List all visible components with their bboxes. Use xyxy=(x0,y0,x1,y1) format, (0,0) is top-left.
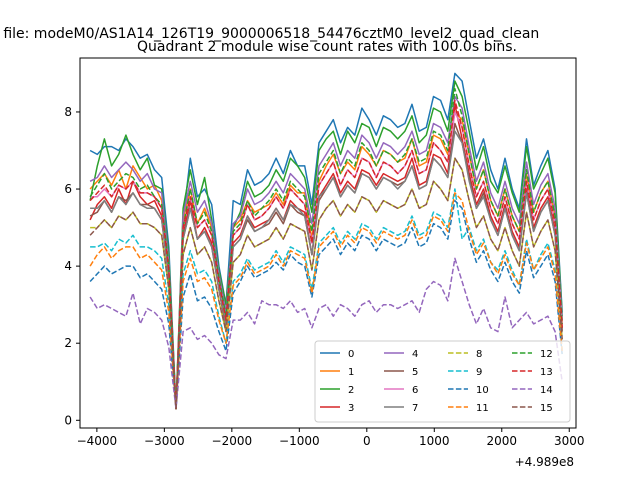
series-line-11 xyxy=(89,192,563,410)
legend-label-15: 15 xyxy=(540,403,553,414)
legend-label-8: 8 xyxy=(476,349,482,360)
legend-label-0: 0 xyxy=(348,349,354,360)
x-tick-label: −4000 xyxy=(77,434,118,448)
plot-frame xyxy=(79,57,577,429)
x-tick-label: −2000 xyxy=(212,434,253,448)
legend-label-10: 10 xyxy=(476,385,489,396)
x-axis-ticks: −4000 −3000 −2000 −1000 0 1000 2000 3000 xyxy=(77,428,585,448)
legend-label-5: 5 xyxy=(412,367,418,378)
series-line-0 xyxy=(89,72,563,410)
x-tick-label: −1000 xyxy=(279,434,320,448)
figure-suptitle: n file: modeM0/AS1A14_126T19_9000006518_… xyxy=(0,26,539,42)
series-line-9 xyxy=(90,188,563,410)
x-tick-label: 3000 xyxy=(554,434,585,448)
y-tick-label: 2 xyxy=(64,336,72,350)
x-axis-offset-label: +4.989e8 xyxy=(515,455,574,469)
legend-label-2: 2 xyxy=(348,385,354,396)
y-tick-label: 8 xyxy=(64,105,72,119)
legend-label-12: 12 xyxy=(540,349,553,360)
y-tick-label: 0 xyxy=(64,413,72,427)
series-line-10 xyxy=(89,199,563,410)
series-line-2 xyxy=(89,80,563,410)
x-tick-label: 0 xyxy=(363,434,371,448)
y-axis-ticks: 0 2 4 6 8 xyxy=(64,105,80,427)
series-line-13 xyxy=(89,99,563,410)
x-tick-label: 2000 xyxy=(486,434,517,448)
legend-label-7: 7 xyxy=(412,403,418,414)
series-layer xyxy=(89,72,563,410)
legend-label-3: 3 xyxy=(348,403,354,414)
legend-label-6: 6 xyxy=(412,385,418,396)
legend-label-4: 4 xyxy=(412,349,418,360)
chart-title: Quadrant 2 module wise count rates with … xyxy=(137,39,517,55)
legend-label-11: 11 xyxy=(476,403,489,414)
legend-label-13: 13 xyxy=(540,367,553,378)
x-tick-label: 1000 xyxy=(419,434,450,448)
legend-label-1: 1 xyxy=(348,367,354,378)
series-line-15 xyxy=(89,157,563,410)
y-tick-label: 4 xyxy=(64,259,72,273)
y-tick-label: 6 xyxy=(64,182,72,196)
legend-label-9: 9 xyxy=(476,367,482,378)
legend-label-14: 14 xyxy=(540,385,553,396)
legend-frame xyxy=(314,340,571,423)
x-tick-label: −3000 xyxy=(144,434,185,448)
